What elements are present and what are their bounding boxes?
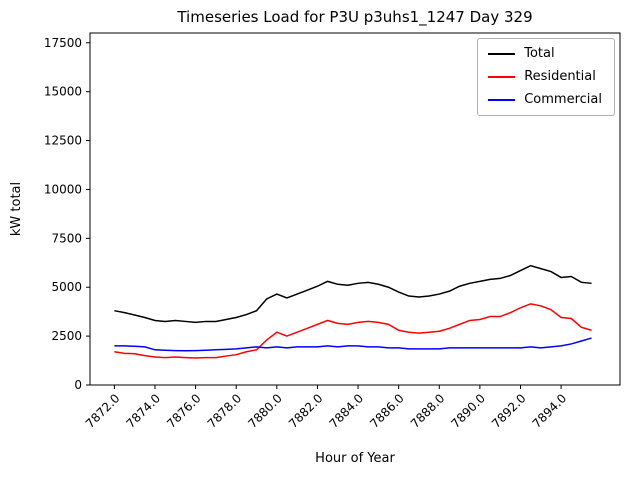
series-lines bbox=[114, 264, 592, 359]
chart-title: Timeseries Load for P3U p3uhs1_1247 Day … bbox=[176, 8, 532, 27]
legend-line-sample-commercial bbox=[488, 99, 516, 101]
y-axis-label: kW total bbox=[9, 182, 24, 236]
x-tick-label: 7888.0 bbox=[408, 391, 448, 431]
series-line-residential bbox=[114, 303, 592, 359]
y-tick-label: 17500 bbox=[44, 36, 82, 50]
y-tick-label: 15000 bbox=[44, 85, 82, 99]
x-tick-label: 7890.0 bbox=[448, 391, 488, 431]
plot-border bbox=[89, 32, 621, 386]
x-tick-label: 7884.0 bbox=[327, 391, 367, 431]
x-tick-label: 7878.0 bbox=[205, 391, 245, 431]
x-tick-label: 7874.0 bbox=[124, 391, 164, 431]
x-tick-label: 7880.0 bbox=[245, 391, 285, 431]
x-axis-ticks: 7872.0 7874.0 7876.0 7878.0 7880.0 7882.0 7884… bbox=[83, 385, 569, 431]
x-tick-label: 7876.0 bbox=[164, 391, 204, 431]
legend-line-sample-total bbox=[488, 53, 516, 55]
x-tick-label: 7892.0 bbox=[489, 391, 529, 431]
legend: Total Residential Commercial bbox=[477, 38, 615, 116]
legend-item-total: Total bbox=[488, 46, 602, 62]
series-line-total bbox=[114, 264, 592, 324]
legend-label-total: Total bbox=[524, 46, 555, 61]
x-tick-label: 7894.0 bbox=[530, 391, 570, 431]
x-tick-label: 7886.0 bbox=[367, 391, 407, 431]
x-axis-label: Hour of Year bbox=[315, 451, 395, 466]
x-tick-label: 7872.0 bbox=[83, 391, 123, 431]
y-tick-label: 5000 bbox=[51, 280, 82, 294]
x-tick-label: 7882.0 bbox=[286, 391, 326, 431]
legend-line-sample-residential bbox=[488, 76, 516, 78]
series-line-commercial bbox=[114, 337, 592, 352]
y-tick-label: 10000 bbox=[44, 182, 82, 196]
legend-item-residential: Residential bbox=[488, 69, 602, 85]
legend-item-commercial: Commercial bbox=[488, 92, 602, 108]
y-tick-label: 7500 bbox=[51, 231, 82, 245]
legend-label-residential: Residential bbox=[524, 69, 596, 84]
y-tick-label: 0 bbox=[74, 378, 82, 392]
y-tick-label: 2500 bbox=[51, 329, 82, 343]
y-tick-label: 12500 bbox=[44, 134, 82, 148]
y-axis-ticks: 0 2500 5000 7500 10000 12500 15000 17500 bbox=[44, 36, 90, 392]
legend-label-commercial: Commercial bbox=[524, 92, 602, 107]
